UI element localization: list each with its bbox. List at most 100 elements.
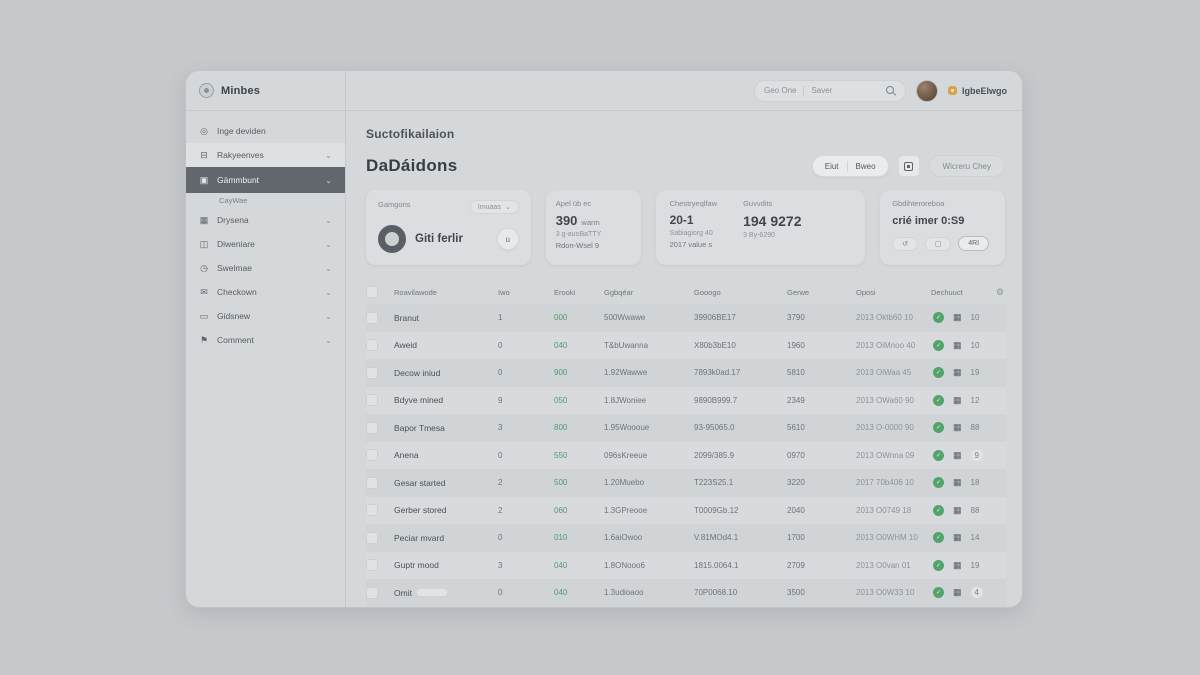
column-header-7: Dechuuct xyxy=(931,287,963,297)
table-row: Omit 0 040 1.3udioaoo 70P0068.10 3500 2013 O0W… xyxy=(366,579,1006,607)
cell-erooki: 040 xyxy=(554,588,568,598)
card-metric-2-sub2: 2017 value s xyxy=(669,240,713,249)
table-settings-icon[interactable]: ⚙ xyxy=(995,287,1004,297)
card-selector: Gamgons Imuaas ⌄ Giti ferlir u xyxy=(366,190,531,265)
status-check-icon[interactable]: ✓ xyxy=(933,422,944,434)
row-checkbox[interactable] xyxy=(366,394,378,407)
sidebar-item-6[interactable]: ◷ Swelmae ⌄ xyxy=(186,256,345,280)
sidebar-item-2[interactable]: ▣ Gämmbunt ⌄ xyxy=(186,167,345,193)
row-checkbox[interactable] xyxy=(366,366,378,379)
logo[interactable]: Minbes xyxy=(186,71,345,111)
user-name: IgbeElwgo xyxy=(962,85,1007,96)
row-checkbox[interactable] xyxy=(366,504,378,517)
calendar-grid-icon[interactable]: ▦ xyxy=(953,394,962,405)
sidebar-subitem-3[interactable]: CayWae xyxy=(186,193,345,208)
sidebar-item-1[interactable]: ⊟ Rakyeenves ⌄ xyxy=(186,143,345,167)
checkbox-tool-button[interactable] xyxy=(897,155,920,177)
row-checkbox[interactable] xyxy=(366,421,378,434)
cell-oposi: 2013 OWa60 90 xyxy=(856,395,914,405)
row-checkbox[interactable] xyxy=(366,339,378,352)
user-menu[interactable]: IgbeElwgo xyxy=(948,86,1007,96)
cell-actions: ✓ ▦ 10 xyxy=(931,312,1006,324)
main-panel: Geo One Saver IgbeElwgo Suctofikailaion … xyxy=(346,71,1022,607)
sidebar-item-5[interactable]: ◫ Diweniare ⌄ xyxy=(186,232,345,256)
breadcrumb: Suctofikailaion xyxy=(366,127,455,141)
status-check-icon[interactable]: ✓ xyxy=(933,477,944,489)
logo-icon xyxy=(199,83,214,98)
cell-ggbqear: 1.8ONooo6 xyxy=(604,560,645,570)
table-header-row: Roavilawode Iwo Erooki Ggbqéar Gooogo Gerwe Op… xyxy=(366,280,1006,304)
cell-name: Guptr mood xyxy=(394,560,439,571)
calendar-grid-icon[interactable]: ▦ xyxy=(953,367,962,378)
sidebar-item-0[interactable]: ◎ Inge deviden xyxy=(186,119,345,143)
status-check-icon[interactable]: ✓ xyxy=(933,504,944,516)
title-row: DaDáidons Eiut Bweo Wicreru Chey xyxy=(366,155,1005,177)
row-checkbox[interactable] xyxy=(366,586,378,599)
status-check-icon[interactable]: ✓ xyxy=(933,532,944,544)
cell-gooogo: 1815.0064.1 xyxy=(694,560,739,570)
row-checkbox[interactable] xyxy=(366,311,378,324)
status-check-icon[interactable]: ✓ xyxy=(933,394,944,406)
cell-actions: ✓ ▦ 18 xyxy=(931,477,1006,489)
sidebar-item-label: Checkown xyxy=(217,287,257,297)
calendar-grid-icon[interactable]: ▦ xyxy=(953,422,962,433)
calendar-grid-icon[interactable]: ▦ xyxy=(953,532,962,543)
sidebar-item-7[interactable]: ✉ Checkown ⌄ xyxy=(186,280,345,304)
split-button[interactable]: Eiut Bweo xyxy=(811,155,889,177)
cell-ggbqear: 1.92Wawwe xyxy=(604,368,648,378)
timer-action-button[interactable]: 4RI xyxy=(958,236,990,251)
calendar-grid-icon[interactable]: ▦ xyxy=(953,504,962,515)
dropdown-value: Imuaas xyxy=(477,203,501,211)
row-checkbox[interactable] xyxy=(366,476,378,489)
sidebar-item-9[interactable]: ⚑ Comment ⌄ xyxy=(186,328,345,352)
search-icon[interactable] xyxy=(886,85,896,96)
cell-gooogo: 70P0068.10 xyxy=(694,588,738,598)
status-check-icon[interactable]: ✓ xyxy=(933,587,944,599)
cell-name: Bapor Tmesa xyxy=(394,422,445,433)
row-checkbox[interactable] xyxy=(366,559,378,572)
cell-iwo: 3 xyxy=(498,560,503,570)
calendar-grid-icon[interactable]: ▦ xyxy=(953,449,962,460)
status-check-icon[interactable]: ✓ xyxy=(933,367,944,379)
calendar-grid-icon[interactable]: ▦ xyxy=(953,559,962,570)
split-button-right[interactable]: Bweo xyxy=(855,161,876,171)
card-metric-2-sub1: Sabiagiorg 40 xyxy=(669,230,713,237)
search-input[interactable]: Geo One Saver xyxy=(754,79,906,102)
search-divider xyxy=(803,85,805,96)
calendar-grid-icon[interactable]: ▦ xyxy=(953,312,962,323)
row-count: 12 xyxy=(970,395,980,405)
calendar-grid-icon[interactable]: ▦ xyxy=(953,587,962,598)
ghost-button[interactable]: Wicreru Chey xyxy=(928,155,1005,177)
cell-erooki: 040 xyxy=(554,340,568,350)
column-header-5: Gerwe xyxy=(787,287,810,297)
cell-name: Gerber stored xyxy=(394,505,447,516)
status-check-icon[interactable]: ✓ xyxy=(933,449,944,461)
row-checkbox[interactable] xyxy=(366,449,378,462)
timer-stop-button[interactable]: ▢ xyxy=(925,236,952,251)
topbar: Geo One Saver IgbeElwgo xyxy=(346,71,1022,111)
cell-erooki: 900 xyxy=(554,368,568,378)
sidebar-item-8[interactable]: ▭ Gidsnew ⌄ xyxy=(186,304,345,328)
split-button-left[interactable]: Eiut xyxy=(824,161,839,171)
card-metric-2: Chestryeqlfaw 20-1 Sabiagiorg 40 2017 va… xyxy=(670,199,718,256)
card-selector-dropdown[interactable]: Imuaas ⌄ xyxy=(469,200,519,214)
status-check-icon[interactable]: ✓ xyxy=(933,312,944,324)
cell-gooogo: X80b3bE10 xyxy=(694,340,736,350)
timer-undo-button[interactable]: ↺ xyxy=(892,236,919,251)
card-selector-round-button[interactable]: u xyxy=(496,228,519,250)
cell-gerwe: 2349 xyxy=(787,395,805,405)
table-row: Bdyve mined 9 050 1.8JWoniee 9890B999.7 2349 2… xyxy=(366,386,1006,414)
column-header-2: Erooki xyxy=(554,287,576,297)
cell-actions: ✓ ▦ 19 xyxy=(931,367,1006,379)
status-check-icon[interactable]: ✓ xyxy=(933,339,944,351)
row-checkbox[interactable] xyxy=(366,531,378,544)
avatar[interactable] xyxy=(916,79,938,102)
calendar-grid-icon[interactable]: ▦ xyxy=(953,339,962,350)
flag-icon: ⚑ xyxy=(199,334,209,345)
sidebar-item-4[interactable]: ▦ Drysena ⌄ xyxy=(186,208,345,232)
status-check-icon[interactable]: ✓ xyxy=(933,559,944,571)
select-all-checkbox[interactable] xyxy=(366,286,378,298)
table-row: Gerber stored 2 060 1.3GPreooe T0009Gb.12 204… xyxy=(366,496,1006,524)
calendar-grid-icon[interactable]: ▦ xyxy=(953,477,962,488)
cell-oposi: 2013 O-0000 90 xyxy=(856,423,914,433)
